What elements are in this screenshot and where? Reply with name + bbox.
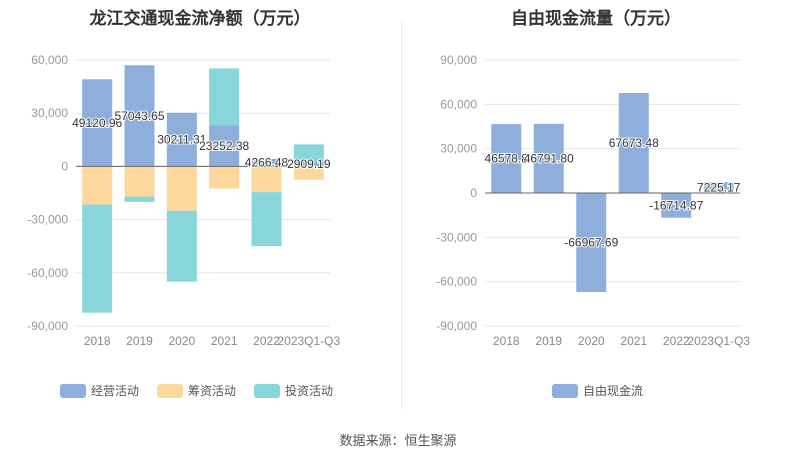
y-tick-label: 60,000 <box>440 97 477 111</box>
legend-label: 投资活动 <box>285 384 334 398</box>
y-tick-label: -90,000 <box>27 319 68 333</box>
bar-经营活动 <box>82 79 113 167</box>
y-tick-label: 30,000 <box>440 142 477 156</box>
source-footer: 数据来源：恒生聚源 <box>339 433 457 448</box>
legend-label: 筹资活动 <box>188 384 237 398</box>
left-chart-title: 龙江交通现金流净额（万元） <box>89 9 311 28</box>
legend-swatch <box>60 383 86 398</box>
data-label: 49120.96 <box>72 116 122 130</box>
data-label: -16714.87 <box>649 198 703 212</box>
bar-投资活动 <box>209 68 240 126</box>
y-tick-label: -30,000 <box>27 213 68 227</box>
x-tick-label: 2018 <box>493 334 520 348</box>
x-tick-label: 2021 <box>211 334 238 348</box>
bar-筹资活动 <box>82 166 113 205</box>
bar-投资活动 <box>251 192 282 247</box>
bar-经营活动 <box>166 112 197 167</box>
x-tick-label: 2022 <box>253 334 280 348</box>
bar-自由现金流 <box>576 193 607 292</box>
legend-label: 经营活动 <box>91 384 140 398</box>
x-tick-label: 2022 <box>663 334 690 348</box>
bar-投资活动 <box>166 210 197 282</box>
y-tick-label: -30,000 <box>436 230 477 244</box>
y-tick-label: 0 <box>61 159 68 173</box>
x-tick-label: 2023Q1-Q3 <box>687 334 750 348</box>
bar-投资活动 <box>124 196 155 202</box>
data-label: 4266.48 <box>245 156 289 170</box>
bar-筹资活动 <box>209 166 240 189</box>
data-label: 67673.48 <box>609 136 659 150</box>
legend-item[interactable]: 投资活动 <box>254 382 333 399</box>
data-label: 2909.19 <box>287 157 331 171</box>
x-tick-label: 2020 <box>578 334 605 348</box>
y-tick-label: 90,000 <box>440 53 477 67</box>
bar-筹资活动 <box>251 166 282 193</box>
bar-自由现金流 <box>661 193 692 218</box>
bar-筹资活动 <box>293 166 324 180</box>
legend-item[interactable]: 自由现金流 <box>552 382 643 399</box>
divider <box>401 20 402 410</box>
x-tick-label: 2019 <box>126 334 153 348</box>
x-tick-label: 2023Q1-Q3 <box>277 334 340 348</box>
bar-筹资活动 <box>166 166 197 211</box>
left-legend: 经营活动 筹资活动 投资活动 <box>60 382 333 399</box>
x-tick-label: 2018 <box>84 334 111 348</box>
data-label: 30211.31 <box>157 133 206 147</box>
data-label: -66967.69 <box>564 235 618 249</box>
bar-经营活动 <box>124 65 155 167</box>
data-label: 7225.17 <box>697 181 741 195</box>
y-tick-label: 30,000 <box>31 106 68 120</box>
legend-swatch <box>157 383 184 398</box>
y-tick-label: -60,000 <box>436 275 477 289</box>
bar-自由现金流 <box>703 182 734 193</box>
bar-投资活动 <box>82 204 113 313</box>
bar-自由现金流 <box>618 92 649 193</box>
y-tick-label: 0 <box>470 186 477 200</box>
x-tick-label: 2020 <box>168 334 195 348</box>
x-tick-label: 2019 <box>535 334 562 348</box>
data-label: 57043.65 <box>114 109 164 123</box>
legend-item[interactable]: 经营活动 <box>60 382 139 399</box>
bar-投资活动 <box>293 144 324 162</box>
bar-经营活动 <box>209 125 240 167</box>
data-label: 23252.38 <box>199 139 249 153</box>
legend-swatch <box>254 383 281 398</box>
data-label: 46578.8 <box>485 152 529 166</box>
right-chart-title: 自由现金流量（万元） <box>511 9 681 28</box>
legend-label: 自由现金流 <box>583 384 644 398</box>
right-legend: 自由现金流 <box>552 382 643 399</box>
bar-自由现金流 <box>491 124 522 193</box>
y-tick-label: -60,000 <box>27 266 68 280</box>
bar-筹资活动 <box>124 166 155 197</box>
bar-经营活动 <box>251 158 282 167</box>
y-tick-label: 60,000 <box>31 53 68 67</box>
y-tick-label: -90,000 <box>436 319 477 333</box>
legend-swatch <box>552 383 578 398</box>
x-tick-label: 2021 <box>620 334 647 348</box>
legend-item[interactable]: 筹资活动 <box>157 382 236 399</box>
data-label: 46791.80 <box>524 151 574 165</box>
bar-经营活动 <box>293 161 324 167</box>
bar-自由现金流 <box>533 123 564 193</box>
